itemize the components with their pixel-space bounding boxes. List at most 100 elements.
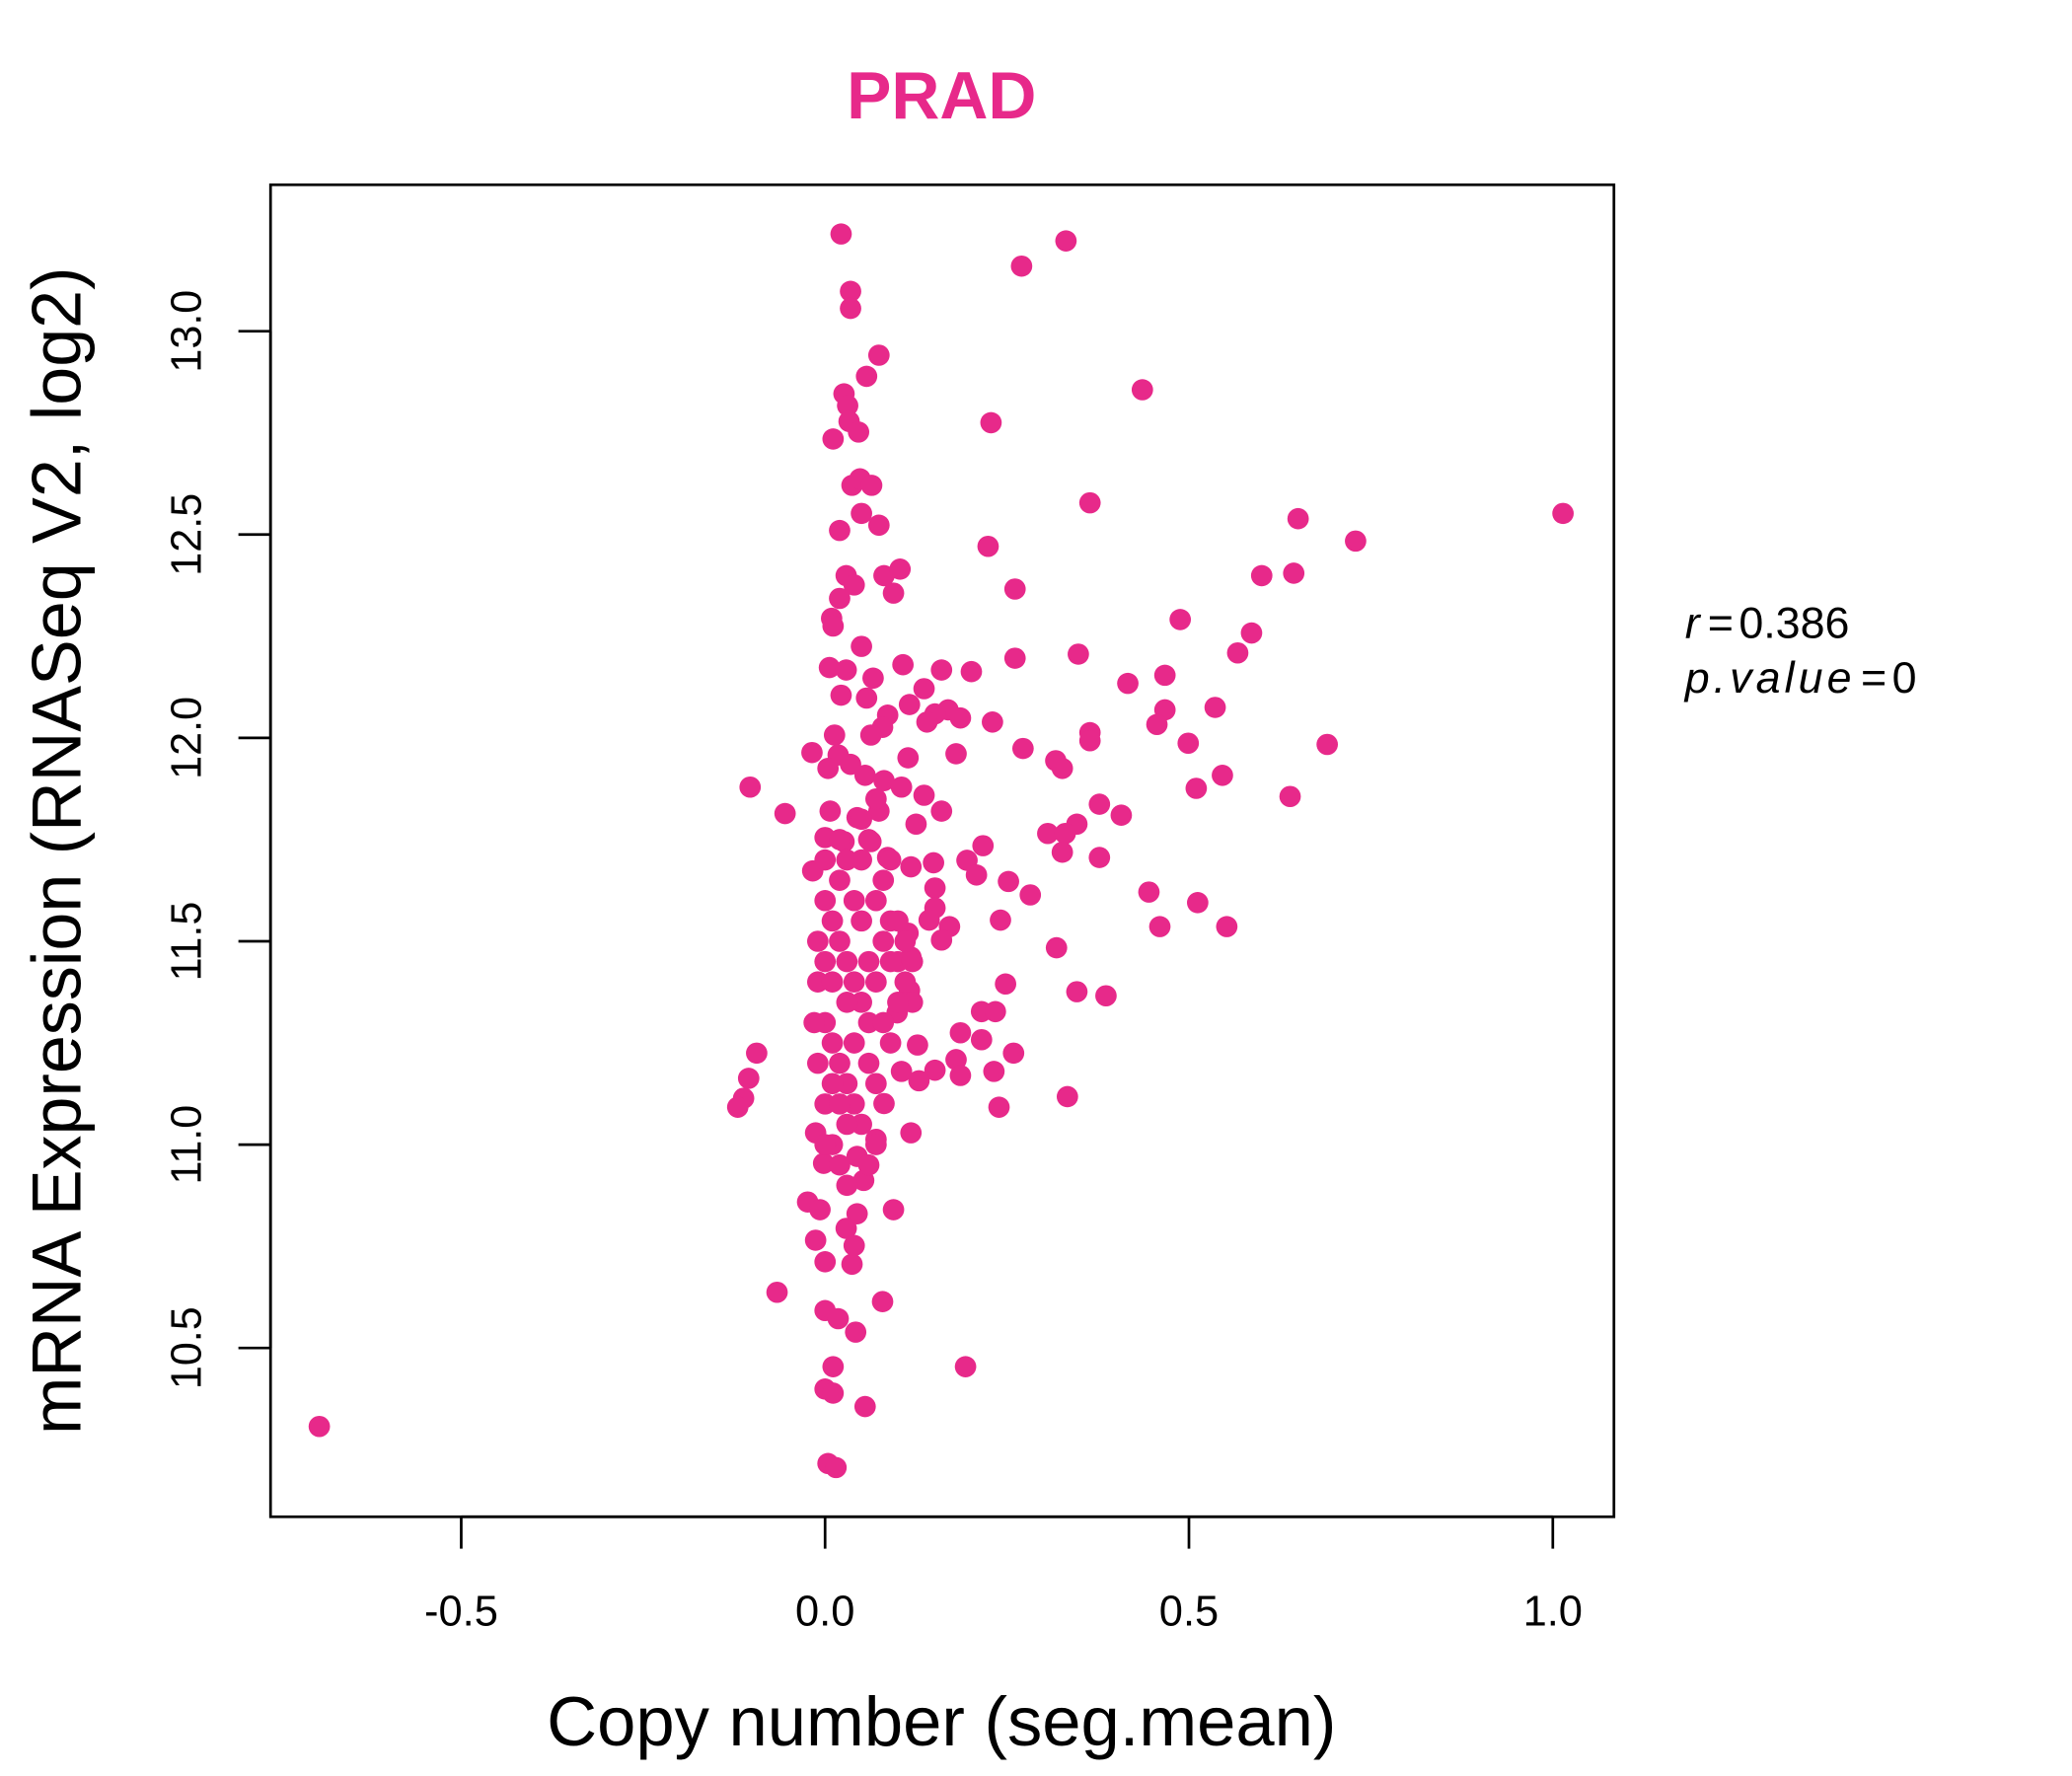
data-point [998, 870, 1019, 893]
data-point [894, 930, 917, 952]
data-point [864, 971, 887, 993]
data-point [872, 1011, 895, 1034]
data-point [901, 950, 924, 973]
data-point [1003, 578, 1026, 600]
data-point [818, 656, 841, 679]
data-point [930, 928, 953, 951]
data-point [1088, 847, 1111, 868]
r-eq: = [1708, 600, 1734, 648]
data-point [897, 747, 920, 769]
x-axis: -0.5 0.0 0.5 1.0 [424, 1515, 1583, 1636]
data-point [872, 930, 895, 952]
data-point [1051, 841, 1073, 863]
data-point [819, 800, 842, 822]
data-point [905, 813, 927, 836]
data-point [840, 280, 861, 303]
x-tick-label: 1.0 [1523, 1589, 1583, 1636]
data-point [821, 971, 844, 993]
data-point [984, 1000, 1006, 1023]
x-axis-label: Copy number (seg.mean) [547, 1682, 1336, 1760]
data-point [829, 1052, 851, 1074]
data-point [814, 950, 837, 973]
data-point [855, 365, 878, 388]
data-point [924, 877, 946, 899]
data-point [1019, 884, 1042, 906]
chart-title: PRAD [847, 59, 1036, 133]
data-point [843, 889, 865, 912]
x-tick-label: 0.5 [1159, 1589, 1219, 1636]
data-point [806, 1052, 829, 1074]
y-axis: 10.5 11.0 11.5 12.0 12.5 13.0 [163, 290, 272, 1389]
data-point [873, 1092, 895, 1115]
data-point [830, 684, 852, 706]
data-point [829, 829, 851, 851]
data-point [949, 1065, 972, 1086]
y-tick-label: 11.5 [163, 902, 210, 982]
data-point [829, 587, 851, 610]
data-point [1003, 647, 1026, 669]
data-point [1226, 641, 1249, 664]
data-point [960, 660, 983, 683]
data-point [845, 1321, 867, 1343]
data-point [860, 475, 883, 496]
data-point [822, 615, 845, 637]
data-point [1066, 981, 1088, 1002]
data-point [821, 1073, 844, 1095]
data-point [913, 784, 935, 806]
data-point [814, 1134, 837, 1155]
data-point [887, 910, 909, 932]
points-layer [308, 223, 1574, 1479]
data-point [1055, 230, 1077, 252]
data-point [1054, 822, 1076, 845]
data-point [908, 1070, 930, 1092]
data-point [1250, 564, 1273, 587]
data-point [990, 909, 1011, 931]
data-point [829, 869, 851, 891]
data-point [766, 1281, 788, 1303]
data-point [829, 930, 851, 952]
data-point [980, 411, 1002, 434]
data-point [1146, 713, 1168, 736]
data-point [829, 1093, 851, 1115]
data-point [857, 829, 880, 851]
data-point [840, 753, 861, 776]
data-point [890, 776, 913, 798]
data-point [1153, 664, 1176, 687]
y-tick-label: 12.5 [163, 493, 210, 576]
data-point [1187, 892, 1209, 914]
data-point [851, 635, 872, 657]
data-point [836, 1174, 858, 1197]
data-point [864, 787, 887, 810]
data-point [739, 776, 762, 798]
data-point [774, 802, 796, 825]
data-point [988, 1096, 1010, 1118]
data-point [972, 835, 995, 856]
p-eq: = [1861, 654, 1887, 703]
data-point [836, 992, 858, 1013]
data-point [864, 889, 887, 912]
correlation-annotation: r = 0.386 [1685, 600, 1850, 648]
data-point [1240, 622, 1263, 644]
data-point [907, 1034, 928, 1056]
data-point [822, 428, 845, 450]
data-point [954, 1356, 977, 1377]
data-point [859, 724, 882, 746]
data-point [823, 724, 846, 746]
data-point [873, 564, 895, 587]
data-point [843, 1234, 865, 1257]
data-point [822, 1356, 845, 1377]
data-point [1185, 777, 1208, 799]
data-point [1068, 643, 1089, 665]
data-point [804, 1229, 827, 1251]
data-point [1283, 562, 1305, 584]
data-point [822, 1382, 845, 1404]
data-point [1204, 697, 1226, 718]
y-tick-label: 12.0 [163, 697, 210, 779]
data-point [851, 910, 872, 932]
data-point [879, 849, 902, 871]
data-point [879, 950, 902, 973]
y-tick-label: 10.5 [163, 1306, 210, 1389]
data-point [864, 1134, 887, 1155]
